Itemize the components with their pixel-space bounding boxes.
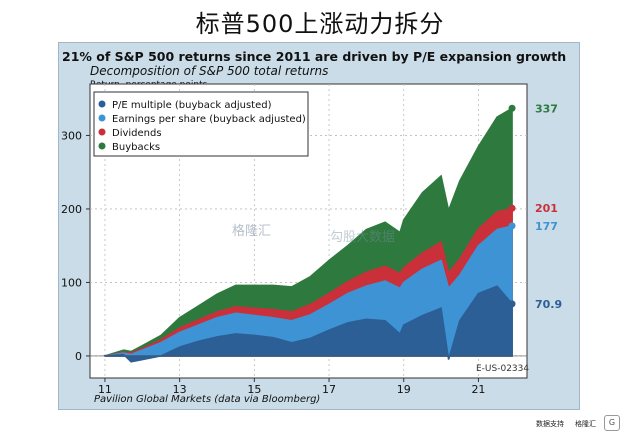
- x-tick-label: 21: [471, 383, 485, 396]
- watermark-text: 勾股大数据: [330, 230, 396, 245]
- chart-subtitle: Decomposition of S&P 500 total returns: [90, 64, 329, 78]
- x-tick-label: 19: [397, 383, 411, 396]
- series-end-label-1: 177: [535, 220, 558, 233]
- series-end-label-2: 201: [535, 202, 558, 215]
- series-end-point-3: [508, 104, 516, 112]
- legend-box: [93, 91, 309, 157]
- legend-label-3: Buybacks: [112, 142, 160, 153]
- chart-code: E-US-02334: [476, 364, 530, 374]
- legend-label-2: Dividends: [112, 128, 162, 139]
- series-area-0: [103, 285, 513, 363]
- x-tick-label: 15: [247, 383, 261, 396]
- footer-brand: 格隆汇: [575, 420, 596, 428]
- x-tick-label: 11: [98, 383, 112, 396]
- series-end-point-2: [508, 204, 516, 212]
- legend-label-0: P/E multiple (buyback adjusted): [112, 100, 272, 111]
- x-tick-label: 13: [173, 383, 187, 396]
- series-end-label-0: 70.9: [535, 298, 562, 311]
- y-tick-label: 0: [75, 350, 82, 363]
- series-end-point-0: [508, 300, 516, 308]
- y-tick-label: 100: [61, 276, 82, 289]
- legend-marker-3: [98, 142, 106, 150]
- x-tick-label: 17: [322, 383, 336, 396]
- legend-marker-2: [98, 128, 106, 136]
- footer-note: 数据支持: [536, 420, 564, 428]
- series-end-label-3: 337: [535, 102, 558, 115]
- y-tick-label: 300: [61, 129, 82, 142]
- series-end-point-1: [508, 222, 516, 230]
- watermark-logo: 格隆汇: [232, 224, 272, 239]
- y-tick-label: 200: [61, 203, 82, 216]
- page-title: 标普500上涨动力拆分: [195, 10, 445, 38]
- brand-icon: G: [604, 415, 620, 431]
- chart-title: 21% of S&P 500 returns since 2011 are dr…: [62, 49, 567, 64]
- legend-marker-0: [98, 100, 106, 108]
- chart-source: Pavilion Global Markets (data via Bloomb…: [94, 394, 321, 405]
- legend-label-1: Earnings per share (buyback adjusted): [112, 114, 306, 125]
- legend-marker-1: [98, 114, 106, 122]
